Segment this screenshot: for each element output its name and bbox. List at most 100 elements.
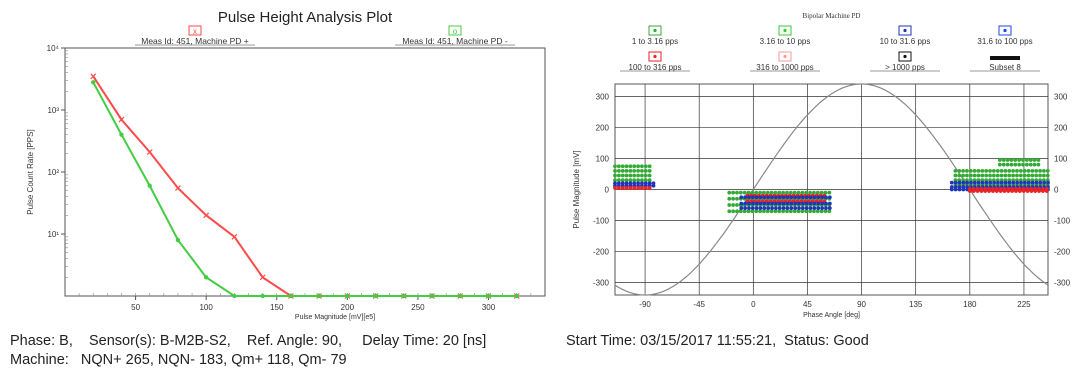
chart2-pos-half-right-top-point (1009, 158, 1014, 162)
chart2-neg-half-left-green-point (624, 164, 629, 169)
chart2-center-green-point (812, 209, 816, 214)
chart2-center-blue-point (827, 206, 832, 211)
chart2-neg-half-left-green-point (616, 178, 621, 183)
chart1-series-2-point-13 (429, 293, 435, 299)
chart2-center-blue-point (789, 195, 794, 200)
chart2-neg-half-left-green-point (616, 173, 621, 178)
chart2-pos-half-right-blue-point (965, 180, 970, 185)
chart1-series-2-point-6 (232, 293, 237, 299)
chart1-xlabel: Pulse Magnitude [mV][e5] (295, 314, 375, 321)
chart2-pos-half-right-green-point (965, 168, 969, 173)
chart2-center-green-point (800, 209, 805, 214)
chart2-center-blue-point (743, 201, 748, 206)
chart2-pos-half-right-blue-point (996, 180, 1000, 185)
chart2-pos-half-right-blue-point (1003, 180, 1008, 185)
chart2-pos-half-right-green-point (1011, 173, 1016, 178)
chart2-neg-half-left-green-point (620, 164, 625, 169)
chart1-title: Pulse Height Analysis Plot (218, 9, 393, 26)
chart2-pos-half-right-green-point (1045, 168, 1050, 173)
info-right-line1: Start Time: 03/15/2017 11:55:21, Status:… (566, 333, 869, 349)
chart2-pos-half-right-green-point (1003, 168, 1008, 173)
chart2-center-blue-point (793, 206, 798, 211)
chart2-pos-half-right-blue-point (1023, 180, 1027, 185)
chart1-series-2-point-5 (203, 275, 209, 280)
chart2-pos-half-right-red-point (979, 189, 984, 193)
chart2-pos-half-right-green-point (980, 168, 985, 173)
chart2-neg-half-left-green-point (640, 164, 644, 169)
chart2-ytick-label-left-7: 300 (596, 92, 610, 101)
chart2-center-blue-point (770, 195, 774, 200)
chart2-neg-half-left-red-point (640, 186, 644, 190)
chart2-pos-half-right-blue-point (984, 180, 989, 185)
chart2-legend-label-6: 316 to 1000 pps (756, 63, 813, 72)
chart2-neg-half-left-green-point (640, 178, 644, 183)
chart2-center-green-point (746, 209, 751, 214)
chart2-pos-half-right-green-point (957, 168, 962, 173)
chart2-center-blue-point (789, 201, 794, 206)
chart2-pos-half-right-top-point (1017, 162, 1022, 167)
chart2-center-green-point (738, 209, 743, 214)
chart2-pos-half-right-green-point (968, 168, 973, 173)
chart2-legend-swatch-8 (990, 56, 1020, 60)
chart2-pos-half-right-green-point (1011, 168, 1016, 173)
chart2-neg-half-left-green-point (636, 168, 640, 173)
chart2-pos-half-right-red-point (1044, 189, 1049, 193)
chart2-ylabel: Pulse Magnitude [mV] (572, 150, 581, 228)
chart2-pos-half-right-top-point (1005, 162, 1010, 167)
chart2-pos-half-right-green-point (1034, 168, 1039, 173)
chart2-center-blue-point (816, 206, 821, 211)
chart2-neg-half-left-green-point (613, 168, 617, 173)
chart2-pos-half-right-red-point (994, 189, 999, 193)
chart2-legend-label-5: 100 to 316 pps (629, 63, 682, 72)
chart2-neg-half-left-red-point (643, 186, 648, 190)
chart1-series-2-point-11 (373, 293, 378, 299)
chart2-center-blue-point (824, 201, 828, 206)
chart2-center-blue-point (808, 206, 813, 211)
chart2-center-green-point (731, 203, 736, 207)
chart2-center-green-point (746, 190, 751, 195)
chart2-center-blue-point (804, 206, 809, 211)
chart2-pos-half-right-blue-point (953, 180, 958, 185)
chart2-neg-half-left-green-point (613, 178, 617, 183)
chart2-neg-half-left-green-point (632, 168, 637, 173)
chart2-pos-half-right-green-point (1026, 168, 1031, 173)
chart2-center-green-point (812, 190, 816, 195)
chart1-legend-marker-1: x (193, 27, 197, 36)
chart2-pos-half-right-top-point (1013, 162, 1018, 167)
chart2-ytick-label-left-5: 100 (596, 154, 610, 163)
chart2-neg-half-left-green-point (640, 173, 644, 178)
chart2-center-blue-point (827, 195, 832, 200)
chart2-center-green-point (727, 203, 732, 207)
chart2-xtick-label-5: 90 (857, 300, 866, 309)
chart2-neg-half-left-green-point (643, 164, 648, 169)
chart2-ytick-label-left-6: 200 (596, 123, 610, 132)
chart2-neg-half-left-green-point (647, 164, 652, 169)
chart2-center-green-point (796, 209, 801, 214)
chart2-center-blue-point (808, 201, 813, 206)
chart2-xtick-label-6: 135 (909, 300, 923, 309)
chart2-pos-half-right-red-point (987, 189, 991, 193)
chart2-pos-half-right-blue-point (949, 180, 954, 185)
chart2-center-blue-point (789, 206, 794, 211)
chart2-center-blue-point (804, 201, 809, 206)
chart2-neg-half-left-red-point (632, 186, 637, 190)
chart2-neg-half-left-red-point (616, 186, 621, 190)
chart1-series-2-point-1 (91, 80, 96, 85)
chart2-center-blue-point (793, 201, 798, 206)
chart2-pos-half-right-top-point (997, 162, 1002, 167)
chart2-pos-half-right-green-point (991, 173, 996, 178)
chart2-legend-label-3: 10 to 31.6 pps (880, 37, 931, 46)
chart2-center-green-point (815, 209, 820, 214)
chart2-pos-half-right-blue-point (957, 180, 962, 185)
chart1-series-1-point-5 (203, 212, 210, 219)
chart2-pos-half-right-red-point (967, 189, 972, 193)
chart2-center-blue-point (758, 206, 763, 211)
chart2-neg-half-left-green-point (632, 173, 637, 178)
chart2-center-blue-point (797, 201, 801, 206)
chart2-center-green-point (777, 209, 782, 214)
chart2-pos-half-right-green-point (1038, 173, 1042, 178)
chart2-center-green-point (785, 209, 789, 214)
chart2-pos-half-right-green-point (961, 168, 965, 173)
chart2-center-blue-point (785, 206, 790, 211)
chart2-center-blue-point (758, 195, 763, 200)
